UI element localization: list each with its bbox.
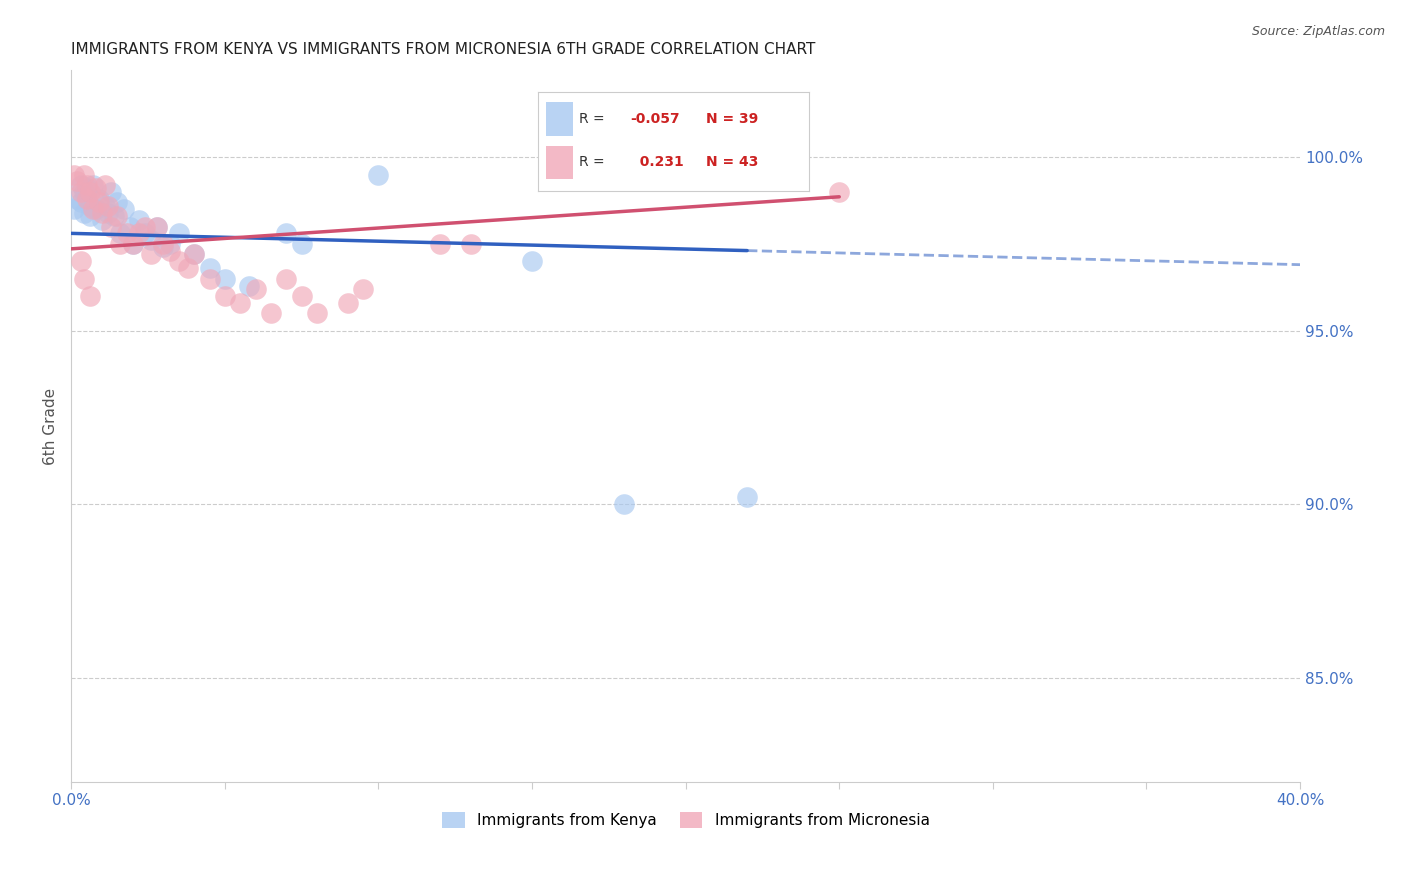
Point: [352, 282, 374, 296]
Point: [84, 202, 107, 217]
Point: [146, 219, 169, 234]
Point: [97, 199, 120, 213]
Point: [134, 227, 156, 241]
Point: [72, 271, 94, 285]
Point: [177, 261, 200, 276]
Point: [63, 202, 86, 217]
Point: [245, 282, 267, 296]
Point: [167, 227, 190, 241]
Point: [152, 236, 174, 251]
Point: [66, 174, 89, 188]
Point: [128, 227, 150, 241]
Point: [198, 261, 221, 276]
Point: [429, 236, 451, 251]
Point: [72, 205, 94, 219]
Point: [276, 227, 298, 241]
Point: [66, 192, 89, 206]
Point: [613, 497, 636, 511]
Point: [152, 240, 174, 254]
Legend: Immigrants from Kenya, Immigrants from Micronesia: Immigrants from Kenya, Immigrants from M…: [436, 806, 936, 835]
Point: [134, 219, 156, 234]
Point: [291, 236, 314, 251]
Point: [141, 234, 163, 248]
Point: [115, 227, 138, 241]
Point: [238, 278, 260, 293]
Point: [121, 236, 143, 251]
Point: [460, 236, 482, 251]
Point: [79, 209, 101, 223]
Point: [91, 212, 114, 227]
Point: [735, 490, 758, 504]
Y-axis label: 6th Grade: 6th Grade: [44, 387, 58, 465]
Point: [276, 271, 298, 285]
Text: Source: ZipAtlas.com: Source: ZipAtlas.com: [1251, 25, 1385, 38]
Point: [336, 296, 359, 310]
Point: [121, 236, 143, 251]
Point: [63, 168, 86, 182]
Point: [105, 209, 128, 223]
Point: [72, 168, 94, 182]
Point: [307, 306, 329, 320]
Point: [105, 195, 128, 210]
Point: [367, 168, 389, 182]
Point: [100, 219, 122, 234]
Point: [260, 306, 283, 320]
Point: [79, 185, 101, 199]
Point: [214, 289, 236, 303]
Point: [110, 227, 132, 241]
Point: [94, 199, 117, 213]
Point: [159, 236, 181, 251]
Point: [128, 212, 150, 227]
Point: [229, 296, 252, 310]
Point: [76, 192, 98, 206]
Point: [79, 289, 101, 303]
Point: [198, 271, 221, 285]
Point: [72, 185, 94, 199]
Point: [183, 247, 205, 261]
Point: [76, 178, 98, 192]
Point: [87, 195, 110, 210]
Point: [183, 247, 205, 261]
Point: [69, 254, 91, 268]
Point: [110, 236, 132, 251]
Point: [118, 219, 141, 234]
Text: IMMIGRANTS FROM KENYA VS IMMIGRANTS FROM MICRONESIA 6TH GRADE CORRELATION CHART: IMMIGRANTS FROM KENYA VS IMMIGRANTS FROM…: [72, 42, 815, 57]
Point: [97, 205, 120, 219]
Point: [79, 199, 101, 213]
Point: [167, 254, 190, 268]
Point: [82, 178, 104, 192]
Point: [69, 195, 91, 210]
Point: [159, 244, 181, 258]
Point: [291, 289, 314, 303]
Point: [91, 205, 114, 219]
Point: [76, 181, 98, 195]
Point: [87, 192, 110, 206]
Point: [103, 209, 125, 223]
Point: [82, 202, 104, 217]
Point: [69, 185, 91, 199]
Point: [146, 219, 169, 234]
Point: [94, 178, 117, 192]
Point: [69, 178, 91, 192]
Point: [828, 185, 851, 199]
Point: [100, 185, 122, 199]
Point: [214, 271, 236, 285]
Point: [141, 247, 163, 261]
Point: [112, 202, 135, 217]
Point: [520, 254, 543, 268]
Point: [84, 181, 107, 195]
